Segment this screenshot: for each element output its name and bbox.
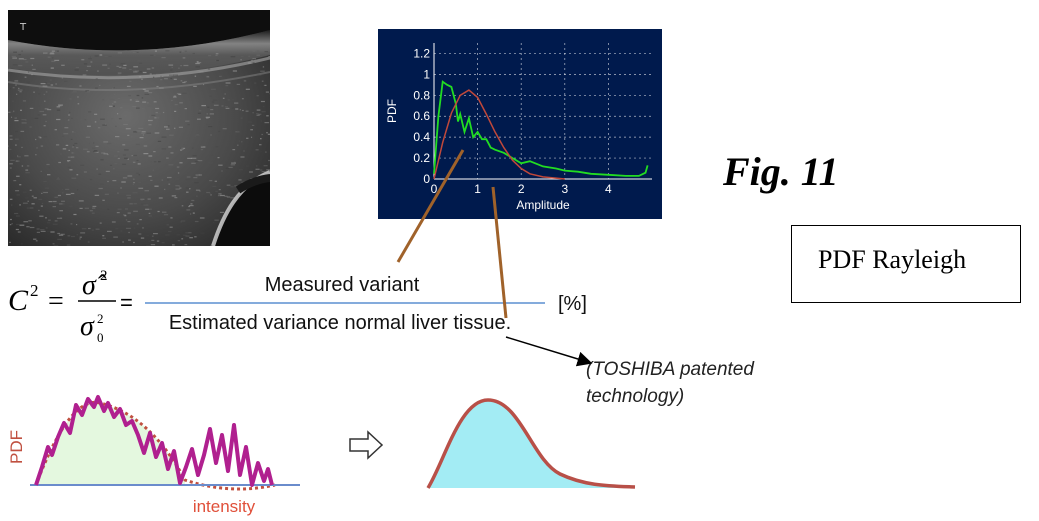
rayleigh-box: PDF Rayleigh [791, 225, 1021, 303]
patent-note-line-1: (TOSHIBA patented [586, 356, 754, 383]
formula-numerator-text: Measured variant [265, 274, 420, 296]
chart-y-tick-label: 1.2 [413, 46, 430, 60]
rayleigh-shape-diagram [420, 390, 640, 500]
chart-x-tick-label: 2 [518, 182, 525, 196]
figure-label: Fig. 11 [723, 148, 839, 195]
chart-y-tick-label: 0.2 [413, 151, 430, 165]
chart-y-tick-label: 0.4 [413, 130, 430, 144]
raw-pdf-y-label: PDF [7, 430, 26, 464]
formula-unit: [%] [558, 293, 587, 315]
pdf-amplitude-chart: 0 0.2 0.4 0.6 0.8 1 1.2 0 1 2 3 4 Amplitude PDF [378, 29, 662, 219]
formula-equals-2: = [120, 290, 133, 315]
chart-canvas: 0 0.2 0.4 0.6 0.8 1 1.2 0 1 2 3 4 Amplitude PDF [378, 29, 662, 219]
formula-svg: C 2 = σ̂ 2 σ 0 2 = Measured variant Esti… [0, 260, 700, 360]
formula-sigma-zero: σ [80, 311, 95, 342]
formula-denominator-text: Estimated variance normal liver tissue. [169, 312, 511, 334]
chart-y-tick-label: 1 [423, 67, 430, 81]
ultrasound-texture [8, 10, 270, 246]
contrast-formula: C 2 = σ̂ 2 σ 0 2 = Measured variant Esti… [0, 260, 700, 360]
chart-y-tick-label: 0.6 [413, 109, 430, 123]
raw-pdf-diagram: PDF intensity [0, 385, 310, 516]
formula-lhs: C [8, 284, 29, 317]
chart-x-axis-label: Amplitude [516, 198, 570, 212]
raw-pdf-svg: PDF intensity [0, 385, 310, 516]
rayleigh-box-label: PDF Rayleigh [818, 245, 966, 275]
chart-y-axis-label: PDF [385, 99, 399, 123]
ultrasound-corner-mark: T [20, 22, 26, 33]
rayleigh-shape-svg [420, 390, 640, 500]
chart-x-tick-label: 4 [605, 182, 612, 196]
chart-x-tick-label: 0 [431, 182, 438, 196]
ultrasound-image: T [8, 10, 270, 246]
formula-sigma-zero-subscript: 0 [97, 330, 104, 345]
formula-equals-1: = [48, 286, 64, 317]
chart-y-tick-label: 0 [423, 172, 430, 186]
chart-y-tick-label: 0.8 [413, 88, 430, 102]
transform-arrow-icon [348, 430, 384, 460]
formula-lhs-exponent: 2 [30, 281, 39, 300]
formula-sigma-zero-exponent: 2 [97, 311, 104, 326]
chart-x-tick-label: 1 [474, 182, 481, 196]
raw-pdf-x-label: intensity [193, 497, 256, 516]
formula-sigma-hat-exponent: 2 [100, 268, 108, 284]
chart-x-tick-label: 3 [561, 182, 568, 196]
